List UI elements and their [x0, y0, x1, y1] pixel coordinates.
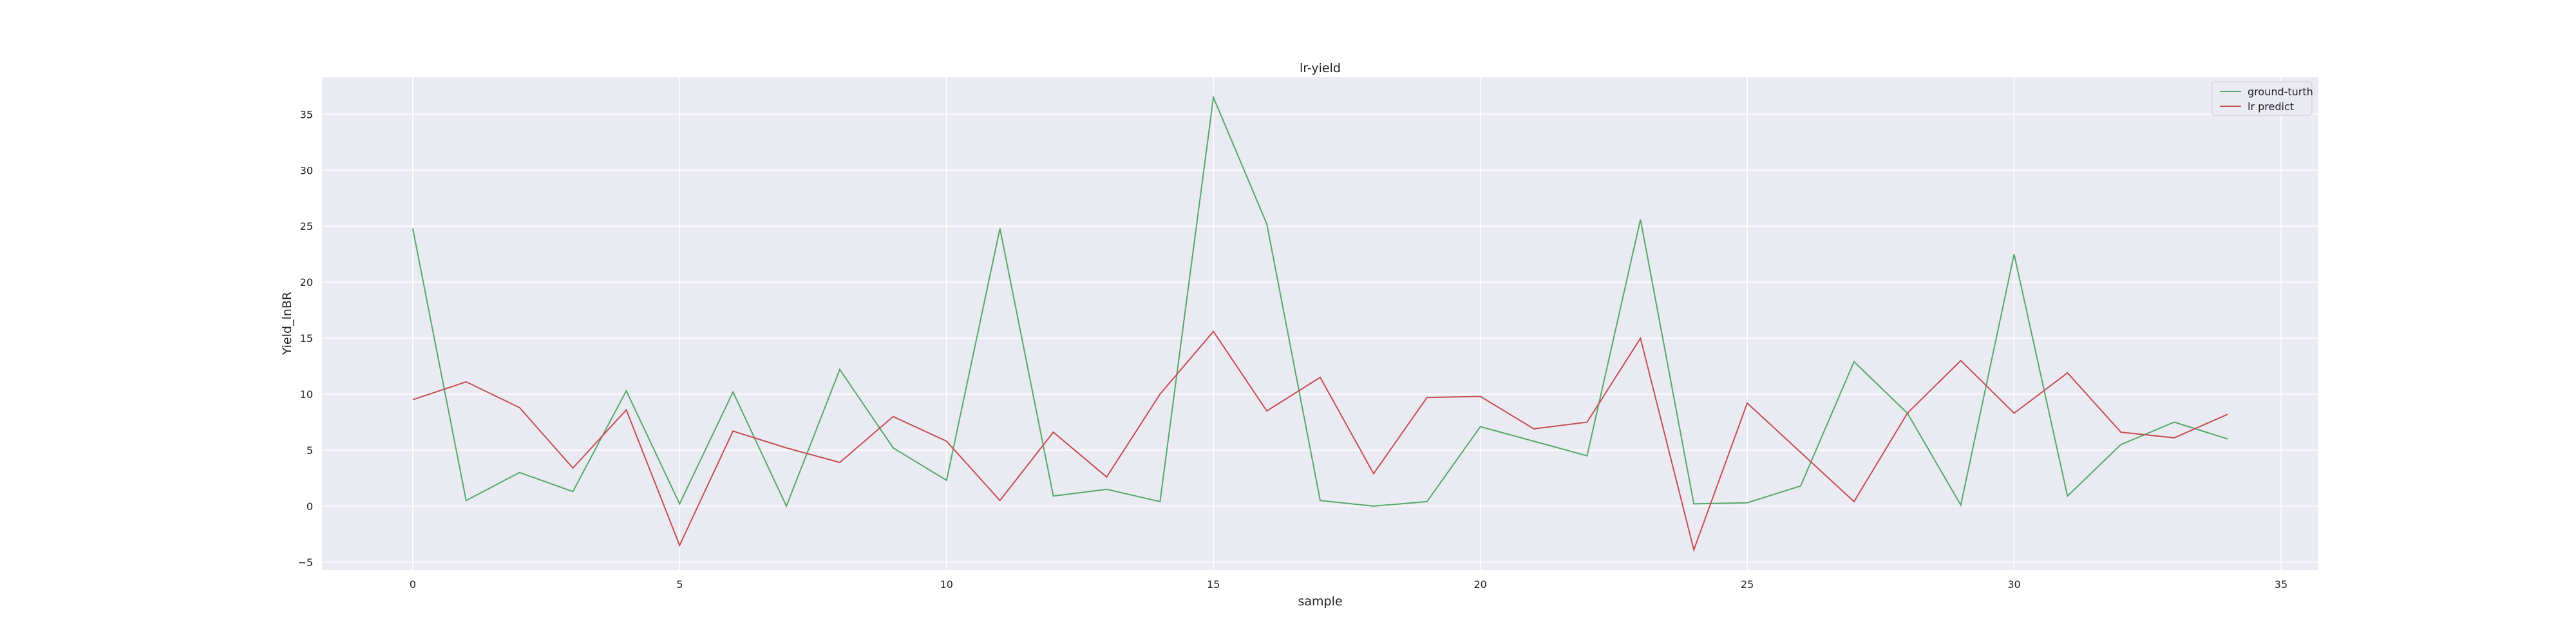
x-tick-label: 35 [2275, 578, 2287, 591]
y-tick-label: 25 [300, 220, 313, 232]
chart-title: lr-yield [1300, 61, 1341, 75]
x-tick-label: 25 [1741, 578, 1754, 591]
series-line-ground-turth [412, 95, 2228, 508]
x-tick-label: 15 [1207, 578, 1220, 591]
series-line-lr-predict [412, 330, 2228, 553]
y-tick-label: 20 [300, 276, 313, 289]
x-axis-ticks: 0 5 10 15 20 25 30 35 [410, 578, 2287, 591]
y-tick-label: 30 [300, 164, 313, 176]
x-tick-label: 5 [676, 578, 683, 591]
y-tick-label: 0 [307, 500, 313, 513]
y-tick-label: 15 [300, 332, 313, 345]
series-lines [412, 95, 2228, 553]
y-axis-label: Yield_lnBR [280, 292, 294, 355]
x-tick-label: 20 [1473, 578, 1486, 591]
y-tick-label: 10 [300, 388, 313, 401]
y-tick-label: −5 [298, 556, 313, 569]
y-tick-label: 5 [307, 444, 313, 457]
legend-label-lr-predict: lr predict [2248, 100, 2294, 113]
plot-background [322, 77, 2318, 570]
x-tick-label: 10 [940, 578, 953, 591]
legend: ground-turth lr predict [2211, 81, 2313, 116]
legend-label-ground-turth: ground-turth [2248, 86, 2313, 98]
x-tick-label: 30 [2007, 578, 2020, 591]
x-axis-label: sample [1298, 594, 1342, 609]
x-tick-label: 0 [410, 578, 416, 591]
y-tick-label: 35 [300, 108, 313, 120]
y-axis-ticks: −5 0 5 10 15 20 25 30 35 [298, 108, 313, 568]
